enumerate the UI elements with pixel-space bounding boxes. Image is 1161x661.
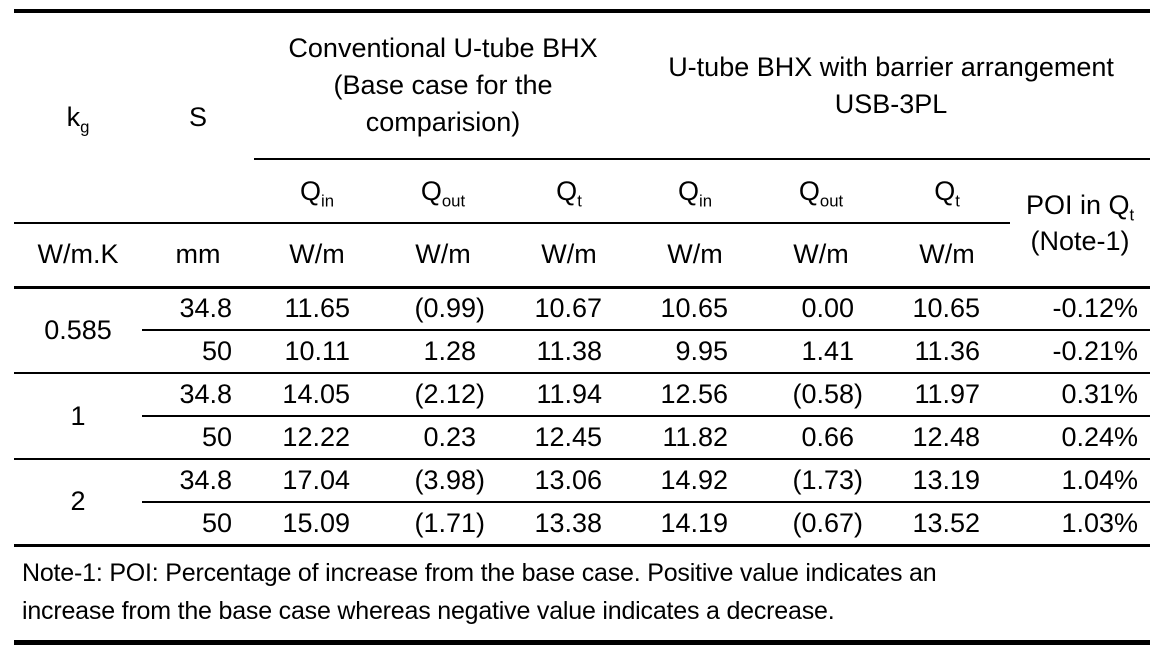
- s-value: 50: [142, 330, 254, 374]
- table-row: 1 34.8 14.05 (2.12) 11.94 12.56 (0.58) 1…: [14, 373, 1151, 460]
- group-usb3pl-line2: USB-3PL: [834, 88, 948, 119]
- qt-conv-value: 13.06: [506, 459, 633, 503]
- poi-label: POI in Qt: [1025, 189, 1135, 225]
- group-header-row: kg S Conventional U-tube BHX (Base case …: [14, 11, 1151, 224]
- s-value: 34.8: [142, 287, 254, 331]
- kg-label: k: [66, 102, 81, 132]
- qout-usb-value: 0.00: [758, 287, 885, 331]
- col-header-qt-usb3pl: Qt: [884, 159, 1011, 224]
- kg-value: 2: [14, 459, 142, 547]
- qout-usb-value: (0.58): [758, 373, 885, 417]
- kg-value: 0.585: [14, 287, 142, 374]
- s-value: 50: [142, 416, 254, 460]
- poi-value: 0.24%: [1010, 416, 1151, 460]
- poi-value: -0.21%: [1010, 330, 1151, 374]
- group-conventional-line1: Conventional U-tube BHX: [288, 33, 598, 63]
- qt-conv-value: 11.94: [506, 373, 633, 417]
- qout-conv-value: (0.99): [380, 287, 506, 331]
- table-row: 50 12.22 0.23 12.45 11.82 0.66 12.48 0.2…: [14, 416, 1151, 460]
- unit-qt-usb3pl: W/m: [884, 223, 1011, 289]
- poi-value: 1.03%: [1010, 502, 1151, 547]
- unit-qin-conventional: W/m: [254, 223, 380, 289]
- qt-conv-value: 11.38: [506, 330, 633, 374]
- s-value: 50: [142, 502, 254, 547]
- qt-usb-value: 11.97: [884, 373, 1011, 417]
- col-header-poi: POI in Qt (Note-1): [1010, 159, 1151, 289]
- qt-usb-value: 13.52: [884, 502, 1011, 547]
- qout-conv-value: 0.23: [380, 416, 506, 460]
- qin-usb-value: 10.65: [632, 287, 759, 331]
- qt-conv-value: 12.45: [506, 416, 633, 460]
- unit-qout-usb3pl: W/m: [758, 223, 885, 289]
- note-row: Note-1: POI: Percentage of increase from…: [14, 545, 1150, 642]
- note-line-1: Note-1: POI: Percentage of increase from…: [22, 558, 937, 587]
- units-row: W/m.K mm W/m W/m W/m W/m W/m W/m: [14, 223, 1150, 289]
- qin-usb-value: 14.92: [632, 459, 759, 503]
- poi-note-ref: (Note-1): [1030, 225, 1130, 256]
- unit-s: mm: [142, 223, 254, 289]
- col-header-qin-conventional: Qin: [254, 159, 380, 224]
- qt-usb-value: 10.65: [884, 287, 1011, 331]
- group-conventional-line3: comparision): [365, 107, 521, 137]
- poi-value: 0.31%: [1010, 373, 1151, 417]
- table-container: kg S Conventional U-tube BHX (Base case …: [14, 9, 1151, 645]
- qin-conv-value: 11.65: [254, 287, 380, 331]
- poi-value: 1.04%: [1010, 459, 1151, 503]
- table-row: 50 15.09 (1.71) 13.38 14.19 (0.67) 13.52…: [14, 502, 1151, 547]
- unit-kg: W/m.K: [14, 223, 142, 289]
- group-usb3pl-line1: U-tube BHX with barrier arrangement: [668, 51, 1114, 82]
- table-note: Note-1: POI: Percentage of increase from…: [14, 545, 1150, 642]
- qt-conv-value: 10.67: [506, 287, 633, 331]
- qt-usb-value: 11.36: [884, 330, 1011, 374]
- poi-value: -0.12%: [1010, 287, 1151, 331]
- qout-usb-value: 0.66: [758, 416, 885, 460]
- qout-conv-value: (2.12): [380, 373, 506, 417]
- col-header-s: S: [142, 11, 254, 224]
- s-value: 34.8: [142, 373, 254, 417]
- col-header-qout-conventional: Qout: [380, 159, 506, 224]
- comparison-table: kg S Conventional U-tube BHX (Base case …: [14, 9, 1151, 645]
- qout-usb-value: (1.73): [758, 459, 885, 503]
- qin-conv-value: 12.22: [254, 416, 380, 460]
- qt-usb-value: 12.48: [884, 416, 1011, 460]
- table-row: 50 10.11 1.28 11.38 9.95 1.41 11.36 -0.2…: [14, 330, 1151, 374]
- col-header-qin-usb3pl: Qin: [632, 159, 759, 224]
- qin-usb-value: 12.56: [632, 373, 759, 417]
- qin-conv-value: 17.04: [254, 459, 380, 503]
- qin-usb-value: 14.19: [632, 502, 759, 547]
- col-header-qout-usb3pl: Qout: [758, 159, 885, 224]
- qout-conv-value: 1.28: [380, 330, 506, 374]
- group-header-conventional: Conventional U-tube BHX (Base case for t…: [254, 11, 633, 160]
- qin-conv-value: 15.09: [254, 502, 380, 547]
- qin-usb-value: 11.82: [632, 416, 759, 460]
- note-line-2: increase from the base case whereas nega…: [22, 596, 835, 625]
- unit-qout-conventional: W/m: [380, 223, 506, 289]
- group-header-usb3pl: U-tube BHX with barrier arrangement USB-…: [632, 11, 1151, 160]
- kg-value: 1: [14, 373, 142, 460]
- qout-conv-value: (1.71): [380, 502, 506, 547]
- kg-subscript: g: [80, 117, 90, 137]
- col-header-qt-conventional: Qt: [506, 159, 633, 224]
- table-row: 2 34.8 17.04 (3.98) 13.06 14.92 (1.73) 1…: [14, 459, 1151, 547]
- unit-qt-conventional: W/m: [506, 223, 633, 289]
- unit-qin-usb3pl: W/m: [632, 223, 759, 289]
- table-row: 0.585 34.8 11.65 (0.99) 10.67 10.65 0.00…: [14, 287, 1151, 374]
- qout-usb-value: 1.41: [758, 330, 885, 374]
- qout-conv-value: (3.98): [380, 459, 506, 503]
- q-label-row: Qin Qout Qt Qin Qout Qt POI in Qt (Note-…: [14, 159, 1151, 289]
- qin-usb-value: 9.95: [632, 330, 759, 374]
- col-header-kg: kg: [14, 11, 142, 224]
- qout-usb-value: (0.67): [758, 502, 885, 547]
- s-value: 34.8: [142, 459, 254, 503]
- qin-conv-value: 14.05: [254, 373, 380, 417]
- qt-usb-value: 13.19: [884, 459, 1011, 503]
- qin-conv-value: 10.11: [254, 330, 380, 374]
- qt-conv-value: 13.38: [506, 502, 633, 547]
- group-conventional-line2: (Base case for the: [333, 70, 553, 100]
